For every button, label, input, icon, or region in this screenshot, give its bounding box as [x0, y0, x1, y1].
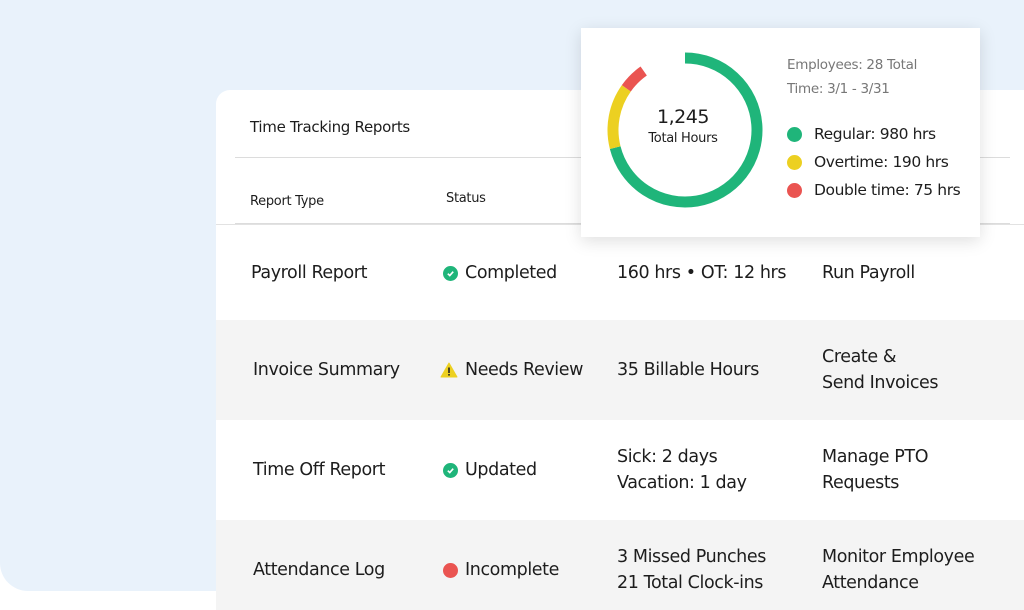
- red-dot-icon: [443, 562, 458, 578]
- green-dot-icon: [787, 126, 802, 142]
- action-line: Manage PTO: [822, 447, 929, 467]
- legend-label: Double time: 75 hrs: [814, 181, 961, 199]
- status-label: Updated: [465, 460, 537, 480]
- table-row: Time Off Report Updated Sick: 2 days Vaca…: [216, 420, 1024, 520]
- card-title: Time Tracking Reports: [250, 118, 410, 136]
- check-circle-icon: [443, 265, 458, 281]
- action-link[interactable]: Run Payroll: [822, 260, 915, 286]
- status-label: Needs Review: [465, 360, 584, 380]
- status: Updated: [443, 457, 537, 483]
- report-detail: 35 Billable Hours: [617, 357, 759, 383]
- report-type: Invoice Summary: [253, 360, 400, 380]
- total-hours-value: 1,245: [657, 106, 709, 128]
- yellow-dot-icon: [787, 154, 802, 170]
- table-row: Attendance Log Incomplete 3 Missed Punch…: [216, 520, 1024, 610]
- status: Needs Review: [440, 357, 583, 383]
- legend-double-time: Double time: 75 hrs: [787, 181, 961, 199]
- action-line: Attendance: [822, 573, 919, 593]
- check-circle-icon: [443, 462, 458, 478]
- donut-segment-double-time: [621, 66, 648, 92]
- detail-line: 35 Billable Hours: [617, 360, 759, 380]
- detail-line: Vacation: 1 day: [617, 473, 747, 493]
- table-row: Payroll Report Completed 160 hrs • OT: 1…: [216, 224, 1024, 321]
- hours-summary-popup: 1,245 Total Hours Employees: 28 Total Ti…: [581, 28, 980, 237]
- detail-line: 160 hrs • OT: 12 hrs: [617, 263, 787, 283]
- action-line: Run Payroll: [822, 263, 915, 283]
- status: Incomplete: [443, 557, 559, 583]
- action-line: Requests: [822, 473, 900, 493]
- detail-line: Sick: 2 days: [617, 447, 718, 467]
- report-detail: 3 Missed Punches 21 Total Clock-ins: [617, 544, 766, 596]
- action-line: Send Invoices: [822, 373, 939, 393]
- action-link[interactable]: Monitor Employee Attendance: [822, 544, 975, 596]
- action-link[interactable]: Manage PTO Requests: [822, 444, 928, 496]
- action-line: Create &: [822, 347, 897, 367]
- legend-label: Overtime: 190 hrs: [814, 153, 949, 171]
- column-header-report-type: Report Type: [250, 194, 324, 209]
- hours-donut-chart: [607, 52, 763, 208]
- red-dot-icon: [787, 182, 802, 198]
- detail-line: 21 Total Clock-ins: [617, 573, 763, 593]
- legend-regular: Regular: 980 hrs: [787, 125, 936, 143]
- report-type: Time Off Report: [253, 460, 386, 480]
- legend-label: Regular: 980 hrs: [814, 125, 936, 143]
- table-row: Invoice Summary Needs Review 35 Billable…: [216, 320, 1024, 420]
- report-detail: Sick: 2 days Vacation: 1 day: [617, 444, 747, 496]
- status-label: Incomplete: [465, 560, 559, 580]
- detail-line: 3 Missed Punches: [617, 547, 766, 567]
- report-detail: 160 hrs • OT: 12 hrs: [617, 260, 786, 286]
- action-link[interactable]: Create & Send Invoices: [822, 344, 939, 396]
- status: Completed: [443, 260, 557, 286]
- legend-overtime: Overtime: 190 hrs: [787, 153, 949, 171]
- report-type: Attendance Log: [253, 560, 385, 580]
- donut-segment-overtime: [607, 85, 631, 149]
- status-label: Completed: [465, 263, 557, 283]
- column-header-status: Status: [446, 191, 486, 206]
- total-hours-label: Total Hours: [648, 131, 718, 146]
- time-range: Time: 3/1 - 3/31: [787, 81, 890, 97]
- warning-triangle-icon: [440, 362, 458, 378]
- action-line: Monitor Employee: [822, 547, 975, 567]
- employees-count: Employees: 28 Total: [787, 57, 918, 73]
- report-type: Payroll Report: [251, 263, 368, 283]
- donut-segment-regular: [609, 52, 763, 208]
